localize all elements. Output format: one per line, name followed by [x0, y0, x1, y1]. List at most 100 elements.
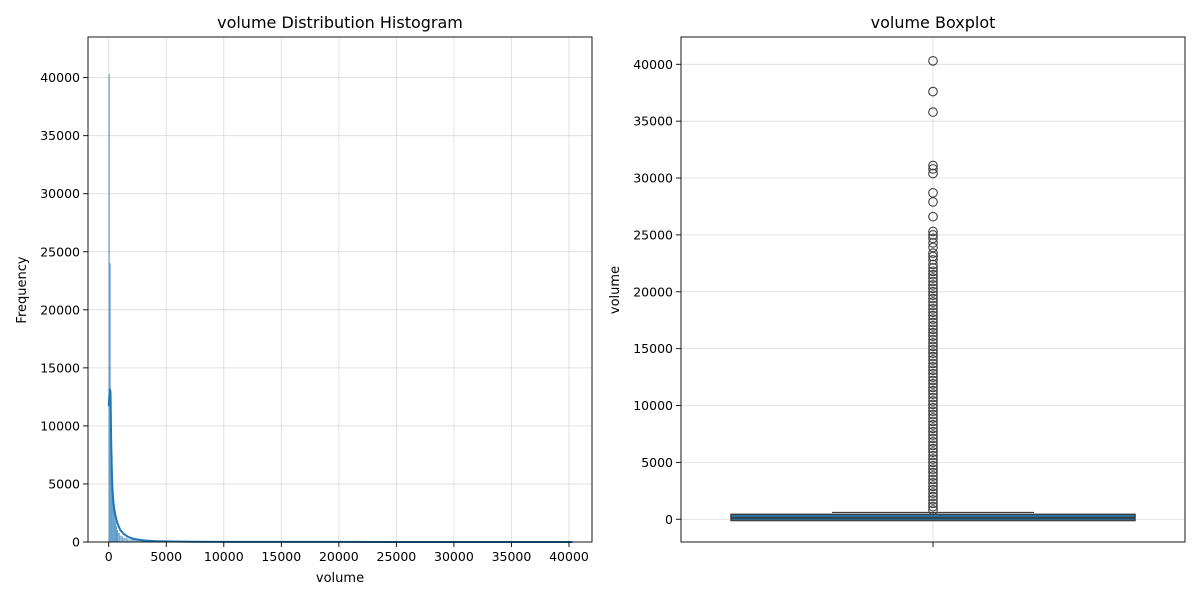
boxplot-outlier-point: [928, 334, 938, 345]
boxplot-outlier-point: [928, 197, 938, 207]
histogram-axes-frame: [87, 36, 593, 543]
boxplot-outlier-point: [928, 226, 938, 237]
boxplot-outlier-point: [928, 168, 938, 179]
boxplot-y-tick-label: 30000: [633, 171, 673, 186]
boxplot-outlier-point: [928, 484, 938, 495]
boxplot-outlier-point: [928, 341, 938, 352]
boxplot-outlier-point: [928, 286, 938, 297]
boxplot-y-tick-label: 15000: [633, 341, 673, 356]
boxplot-outlier-point: [928, 314, 938, 324]
boxplot-outlier-point: [928, 297, 938, 307]
boxplot-outlier-point: [928, 283, 938, 294]
boxplot-y-tick-label: 35000: [633, 114, 673, 129]
boxplot-outlier-point: [928, 255, 938, 265]
boxplot-outlier-point: [928, 409, 938, 420]
boxplot-outlier-point: [928, 56, 938, 66]
histogram-x-tick-label: 25000: [377, 549, 417, 564]
boxplot-outlier-point: [928, 379, 938, 389]
histogram-x-tick-label: 20000: [319, 549, 359, 564]
histogram-y-tick-label: 5000: [48, 476, 80, 491]
boxplot-outlier-point: [928, 413, 938, 423]
boxplot-outlier-point: [928, 447, 938, 457]
boxplot-outlier-point: [928, 238, 938, 248]
boxplot-outlier-point: [928, 392, 938, 403]
histogram-y-tick-label: 40000: [40, 70, 80, 85]
boxplot-y-ticks: 0 5000 10000 15000 20000 25000 30000 35000 40000: [633, 57, 681, 527]
boxplot-outlier-point: [928, 344, 938, 355]
boxplot-outlier-point: [928, 324, 938, 335]
boxplot-outlier-point: [928, 259, 938, 270]
boxplot-outlier-point: [928, 488, 938, 498]
histogram-bar: [117, 533, 120, 543]
boxplot-title: volume Boxplot: [871, 13, 996, 32]
boxplot-y-axis-label: volume: [608, 266, 623, 314]
boxplot-y-tick-label: 40000: [633, 57, 673, 72]
boxplot-outlier-point: [928, 331, 938, 341]
boxplot-outlier-point: [928, 460, 938, 471]
boxplot-outlier-point: [928, 450, 938, 461]
boxplot-outlier-point: [928, 385, 938, 396]
histogram-y-axis-label: Frequency: [15, 256, 30, 323]
boxplot-outlier-point: [928, 327, 938, 338]
boxplot-outlier-point: [928, 348, 938, 359]
boxplot-outlier-point: [928, 86, 938, 97]
boxplot-outlier-point: [928, 368, 938, 379]
boxplot-outlier-point: [928, 269, 938, 280]
boxplot-axes-frame: [680, 36, 1186, 543]
histogram-title: volume Distribution Histogram: [217, 13, 463, 32]
boxplot-outlier-point: [928, 464, 938, 475]
boxplot-outlier-point: [928, 430, 938, 440]
histogram-panel: volume Distribution Histogram 0 5000 10000…: [15, 13, 593, 586]
boxplot-outlier-point: [928, 107, 938, 117]
boxplot-outlier-point: [928, 310, 938, 321]
boxplot-outlier-point: [928, 457, 938, 468]
boxplot-outlier-point: [928, 426, 938, 437]
boxplot-outlier-point: [928, 443, 938, 454]
boxplot-outlier-point: [928, 372, 938, 382]
boxplot-outlier-point: [928, 273, 938, 283]
boxplot-outlier-point: [928, 440, 938, 451]
boxplot-outlier-point: [928, 495, 938, 505]
boxplot-outlier-point: [928, 251, 938, 262]
histogram-x-tick-label: 0: [105, 549, 113, 564]
histogram-x-tick-label: 5000: [150, 549, 182, 564]
boxplot-outlier-point: [928, 280, 938, 290]
boxplot-box: [730, 511, 1136, 522]
histogram-y-ticks: 0 5000 10000 15000 20000 25000 30000 35000 40000: [40, 70, 88, 550]
histogram-y-tick-label: 30000: [40, 186, 80, 201]
boxplot-outlier-point: [928, 300, 938, 311]
histogram-x-tick-label: 30000: [434, 549, 474, 564]
histogram-y-tick-label: 35000: [40, 128, 80, 143]
boxplot-outlier-point: [928, 365, 938, 376]
boxplot-outlier-point: [928, 164, 938, 174]
boxplot-outlier-point: [928, 471, 938, 481]
boxplot-outlier-point: [928, 317, 938, 328]
boxplot-outlier-point: [928, 361, 938, 372]
boxplot-outlier-point: [928, 338, 938, 348]
boxplot-outlier-point: [928, 290, 938, 301]
boxplot-outlier-point: [928, 474, 938, 485]
boxplot-outlier-point: [928, 423, 938, 434]
boxplot-outlier-point: [928, 303, 938, 314]
boxplot-outlier-point: [928, 321, 938, 331]
histogram-y-tick-label: 0: [72, 535, 80, 550]
histogram-y-tick-label: 10000: [40, 418, 80, 433]
boxplot-outlier-point: [928, 402, 938, 413]
boxplot-outlier-point: [928, 491, 938, 502]
boxplot-outlier-point: [928, 399, 938, 410]
boxplot-y-tick-label: 5000: [641, 455, 673, 470]
histogram-x-tick-label: 10000: [204, 549, 244, 564]
boxplot-outlier-point: [928, 437, 938, 447]
boxplot-outlier-point: [928, 160, 938, 171]
boxplot-outlier-point: [928, 375, 938, 386]
histogram-y-tick-label: 25000: [40, 244, 80, 259]
boxplot-outlier-point: [928, 498, 938, 509]
histogram-x-tick-label: 15000: [261, 549, 301, 564]
boxplot-outlier-point: [928, 416, 938, 427]
boxplot-y-tick-label: 0: [665, 512, 673, 527]
boxplot-outlier-point: [928, 501, 938, 512]
boxplot-outlier-point: [928, 263, 938, 273]
histogram-bar: [119, 535, 123, 543]
